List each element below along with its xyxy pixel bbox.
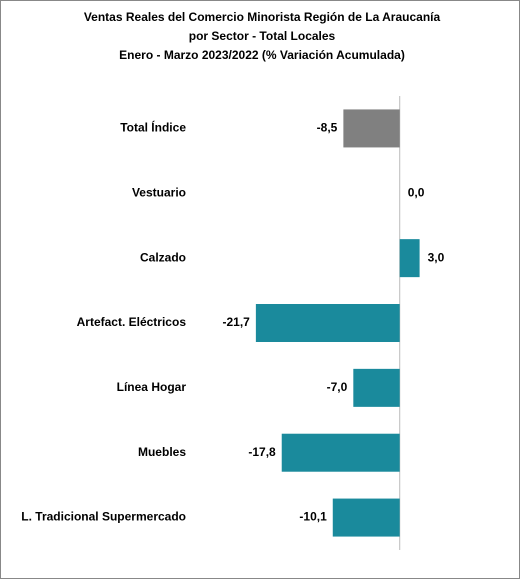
value-label: -7,0: [327, 380, 348, 394]
category-label: Artefact. Eléctricos: [77, 315, 187, 329]
value-label: -21,7: [223, 315, 251, 329]
chart-title: Ventas Reales del Comercio Minorista Reg…: [84, 10, 441, 24]
bar: [281, 433, 400, 472]
bar: [343, 109, 400, 148]
category-label: L. Tradicional Supermercado: [21, 510, 186, 524]
chart-title: por Sector - Total Locales: [189, 29, 336, 43]
category-label: Muebles: [138, 445, 186, 459]
category-label: Total Índice: [120, 120, 186, 135]
value-label: 3,0: [428, 250, 445, 264]
value-label: -8,5: [317, 121, 338, 135]
chart-title: Enero - Marzo 2023/2022 (% Variación Acu…: [119, 48, 405, 62]
bar: [255, 304, 400, 342]
bar: [353, 368, 400, 407]
value-label: -10,1: [299, 510, 327, 524]
category-label: Calzado: [140, 250, 186, 264]
bar: [332, 498, 400, 537]
value-label: 0,0: [408, 185, 425, 199]
value-label: -17,8: [248, 445, 276, 459]
category-label: Línea Hogar: [117, 380, 187, 394]
category-label: Vestuario: [132, 185, 186, 199]
bar: [399, 239, 420, 278]
